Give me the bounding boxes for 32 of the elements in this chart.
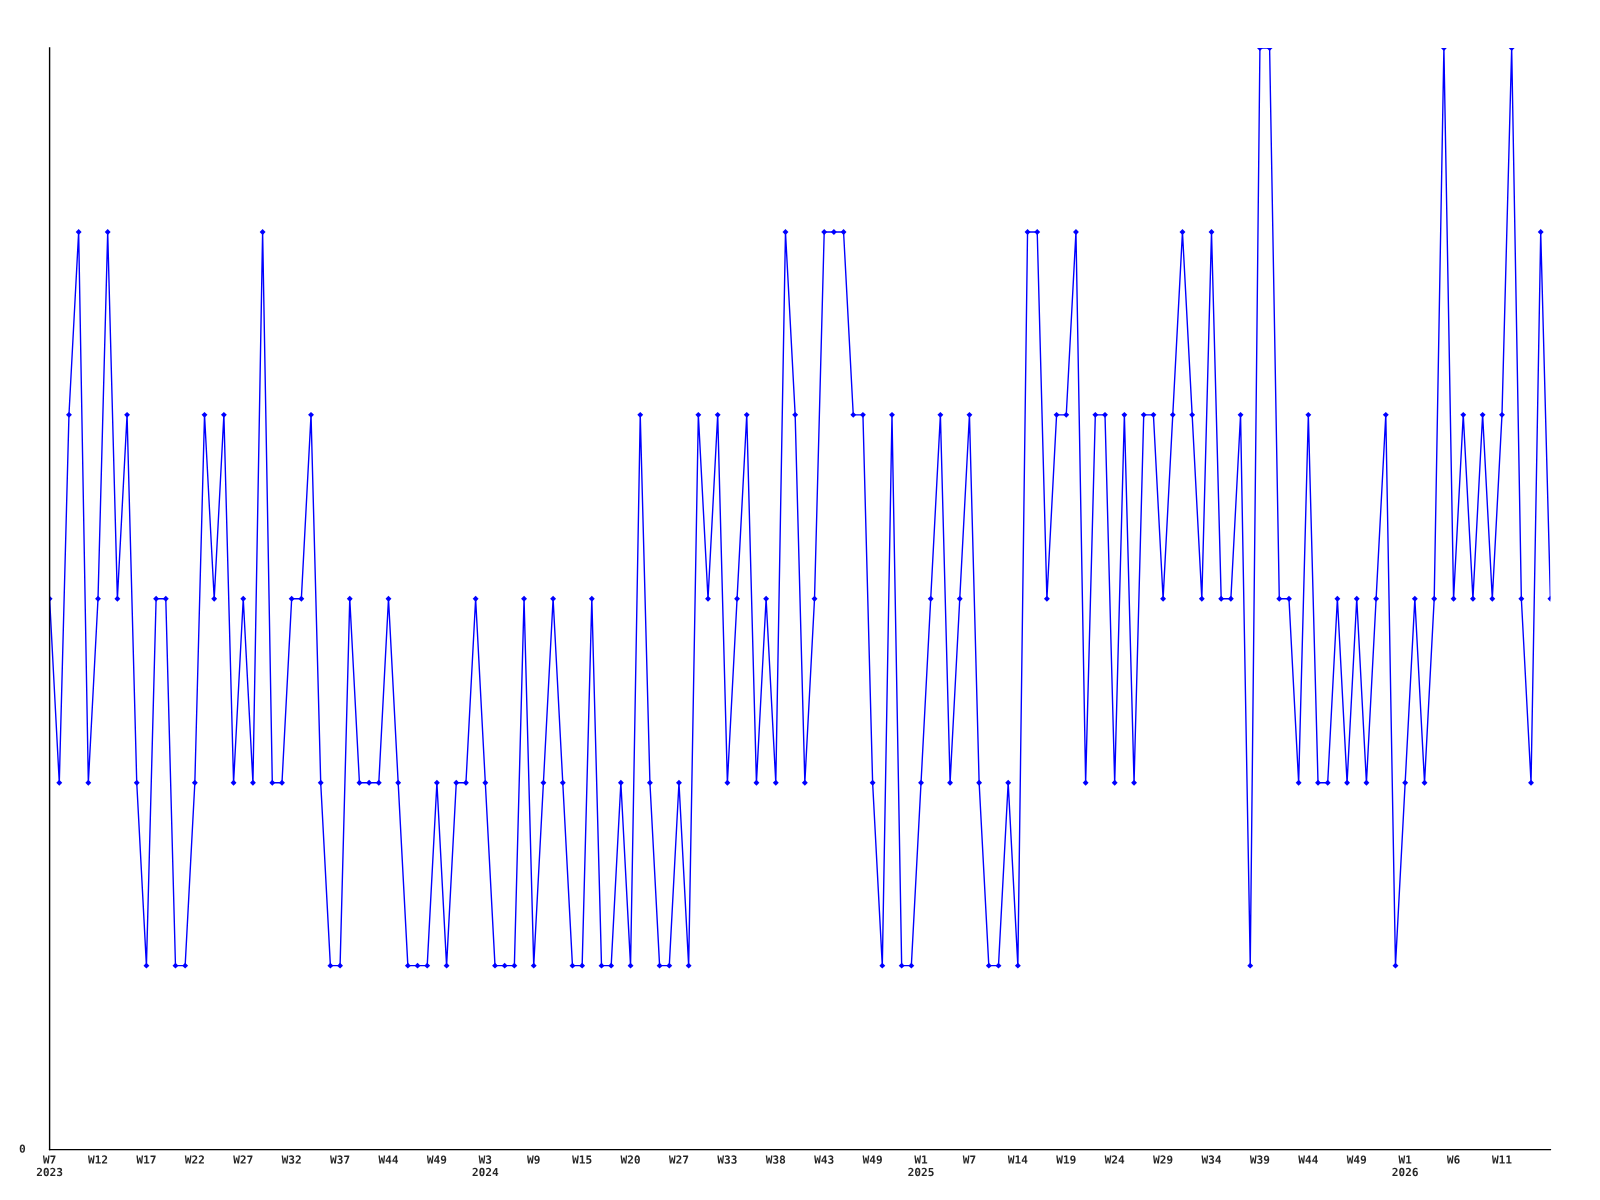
- x-tick-label: W14: [1007, 1155, 1028, 1164]
- x-tick-label: W15: [572, 1155, 592, 1164]
- x-tick-label: W49: [1346, 1155, 1367, 1164]
- x-tick-label: W9: [527, 1155, 540, 1164]
- x-tick-label: W20: [620, 1155, 640, 1164]
- x-tick-label: W24: [1104, 1155, 1125, 1164]
- text: 0: [19, 1144, 26, 1153]
- x-tick-label: W32: [281, 1155, 301, 1164]
- x-tick-label: W6: [1446, 1155, 1460, 1164]
- x-tick-label: W39: [1249, 1155, 1270, 1164]
- x-tick-label: W44: [378, 1155, 399, 1164]
- x-tick-label: W3 2024: [472, 1155, 499, 1177]
- x-tick-label: W19: [1056, 1155, 1076, 1164]
- x-tick-label: W29: [1153, 1155, 1173, 1164]
- x-tick-label: W37: [330, 1155, 350, 1164]
- x-tick-label: W34: [1201, 1155, 1222, 1164]
- x-tick-label: W12: [87, 1155, 108, 1164]
- x-tick-label: W11: [1491, 1155, 1512, 1164]
- x-tick-label: W1 2026: [1392, 1155, 1418, 1177]
- x-tick-label: W27: [668, 1155, 689, 1164]
- x-tick-label: W7 2023: [36, 1155, 63, 1177]
- x-tick-label: W49: [862, 1155, 882, 1164]
- x-tick-label: W1 2025: [908, 1155, 934, 1177]
- x-tick-label: W27: [233, 1155, 253, 1164]
- x-tick-label: W17: [136, 1155, 156, 1164]
- x-tick-label: W22: [184, 1155, 204, 1164]
- x-tick-label: W43: [814, 1155, 834, 1164]
- x-tick-label: W44: [1298, 1155, 1318, 1164]
- x-tick-label: W49: [426, 1155, 447, 1164]
- x-tick-label: W33: [717, 1155, 737, 1164]
- x-tick-label: W7: [962, 1155, 976, 1164]
- x-tick-label: W38: [765, 1155, 786, 1164]
